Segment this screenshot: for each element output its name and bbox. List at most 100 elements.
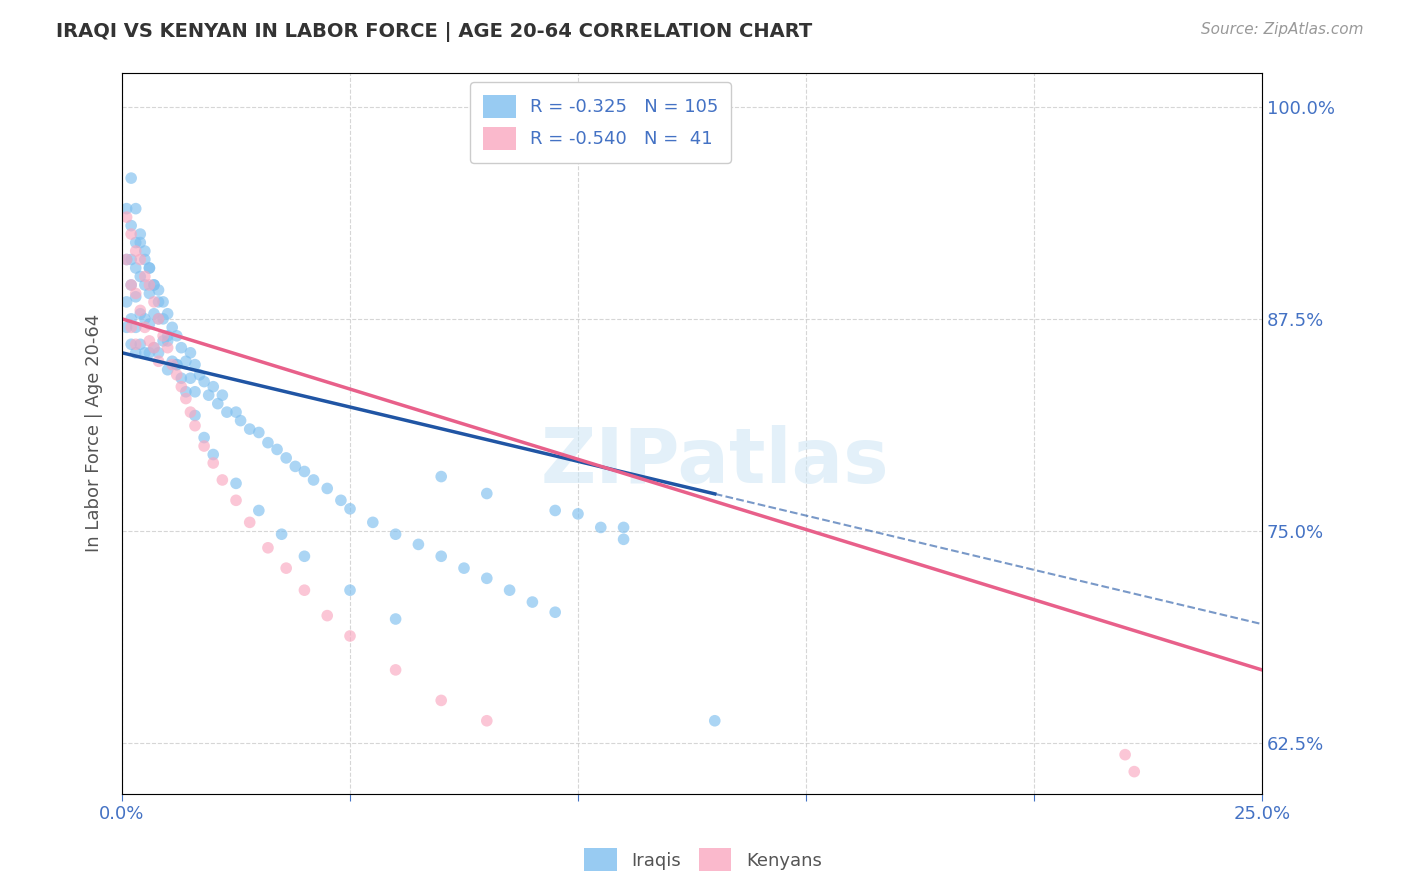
Point <box>408 537 430 551</box>
Point <box>138 277 160 292</box>
Point <box>160 320 183 334</box>
Point <box>115 210 138 224</box>
Y-axis label: In Labor Force | Age 20-64: In Labor Force | Age 20-64 <box>86 314 103 552</box>
Point <box>129 235 152 250</box>
Point <box>174 354 197 368</box>
Point <box>613 533 636 547</box>
Point <box>613 520 636 534</box>
Point <box>225 493 247 508</box>
Point <box>138 317 160 331</box>
Point <box>156 334 179 348</box>
Point <box>129 252 152 267</box>
Point <box>148 354 170 368</box>
Point <box>148 294 170 309</box>
Point <box>453 561 475 575</box>
Point <box>567 507 589 521</box>
Point <box>156 328 179 343</box>
Point <box>125 337 148 351</box>
Point <box>166 328 188 343</box>
Point <box>229 414 252 428</box>
Point <box>498 583 520 598</box>
Point <box>247 425 270 440</box>
Point <box>276 561 298 575</box>
Point <box>430 469 453 483</box>
Point <box>276 450 298 465</box>
Point <box>207 397 229 411</box>
Point <box>125 290 148 304</box>
Point <box>115 252 138 267</box>
Point <box>115 202 138 216</box>
Point <box>138 286 160 301</box>
Point <box>294 465 316 479</box>
Point <box>430 693 453 707</box>
Point <box>160 354 183 368</box>
Point <box>129 269 152 284</box>
Point <box>225 476 247 491</box>
Point <box>475 571 498 585</box>
Point <box>202 448 225 462</box>
Point <box>138 260 160 275</box>
Point <box>125 202 148 216</box>
Point <box>475 486 498 500</box>
Point <box>166 368 188 382</box>
Point <box>316 482 339 496</box>
Point <box>589 520 612 534</box>
Point <box>339 501 361 516</box>
Point <box>138 345 160 359</box>
Point <box>475 714 498 728</box>
Point <box>184 409 207 423</box>
Point <box>257 435 280 450</box>
Point <box>179 345 201 359</box>
Point <box>143 277 166 292</box>
Point <box>184 384 207 399</box>
Point <box>211 473 233 487</box>
Point <box>120 227 142 241</box>
Point <box>160 358 183 372</box>
Point <box>134 311 156 326</box>
Point <box>384 663 406 677</box>
Point <box>430 549 453 564</box>
Point <box>134 345 156 359</box>
Point <box>339 629 361 643</box>
Point <box>544 503 567 517</box>
Point <box>225 405 247 419</box>
Point <box>179 405 201 419</box>
Point <box>239 422 262 436</box>
Point <box>211 388 233 402</box>
Point <box>125 244 148 258</box>
Point <box>120 277 142 292</box>
Point <box>522 595 544 609</box>
Point <box>120 171 142 186</box>
Point <box>120 219 142 233</box>
Point <box>174 384 197 399</box>
Point <box>156 307 179 321</box>
Point <box>134 320 156 334</box>
Point <box>284 459 307 474</box>
Point <box>125 320 148 334</box>
Point <box>197 388 219 402</box>
Point <box>134 269 156 284</box>
Point <box>148 283 170 297</box>
Point <box>316 608 339 623</box>
Point <box>170 371 193 385</box>
Point <box>138 260 160 275</box>
Point <box>152 334 174 348</box>
Point <box>184 358 207 372</box>
Point <box>138 334 160 348</box>
Legend: Iraqis, Kenyans: Iraqis, Kenyans <box>576 841 830 879</box>
Point <box>257 541 280 555</box>
Point <box>120 337 142 351</box>
Point <box>120 311 142 326</box>
Point <box>193 439 215 453</box>
Point <box>294 549 316 564</box>
Point <box>115 252 138 267</box>
Point <box>148 311 170 326</box>
Point <box>156 363 179 377</box>
Point <box>125 345 148 359</box>
Point <box>129 337 152 351</box>
Point <box>179 371 201 385</box>
Point <box>143 341 166 355</box>
Point <box>302 473 325 487</box>
Point <box>703 714 725 728</box>
Point <box>1123 764 1146 779</box>
